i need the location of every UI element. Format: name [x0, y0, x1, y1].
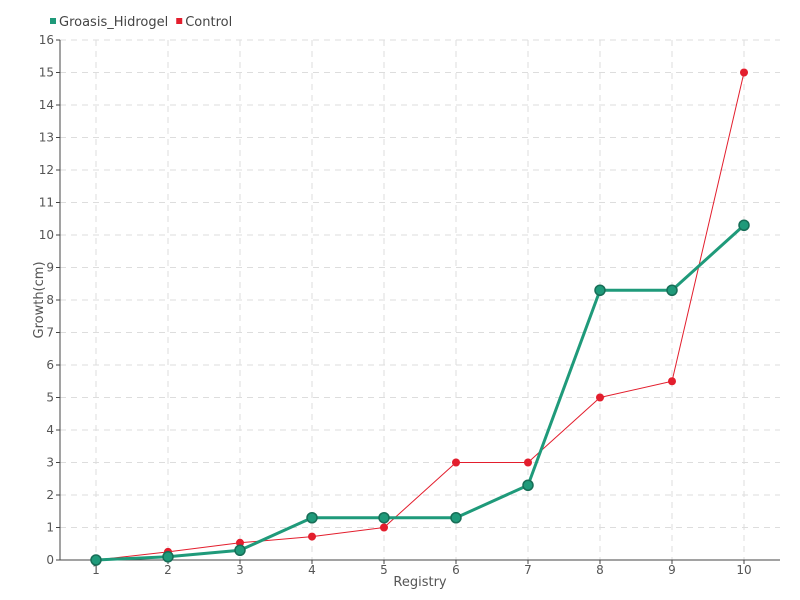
y-tick-label: 11	[39, 196, 54, 210]
y-tick-label: 5	[46, 391, 54, 405]
data-point[interactable]	[522, 479, 534, 491]
data-point[interactable]	[234, 544, 246, 556]
legend-swatch	[176, 18, 183, 24]
x-axis-ticks: 1 2 3 4 5 6 7 8 9 10	[92, 560, 752, 577]
y-tick-label: 10	[39, 228, 54, 242]
data-point[interactable]	[162, 551, 174, 563]
series	[90, 68, 750, 566]
legend: Groasis_Hidrogel Control	[50, 15, 232, 30]
y-tick-label: 8	[46, 293, 54, 307]
grid	[60, 39, 780, 560]
data-point[interactable]	[666, 284, 678, 296]
y-tick-label: 4	[46, 423, 54, 437]
y-tick-label: 12	[39, 163, 54, 177]
data-point[interactable]	[452, 458, 460, 467]
y-tick-label: 2	[46, 488, 54, 502]
series-line-groasis-hidrogel	[95, 224, 746, 562]
y-tick-label: 1	[46, 521, 54, 535]
y-tick-label: 6	[46, 358, 54, 372]
data-point[interactable]	[380, 523, 388, 532]
data-point[interactable]	[306, 512, 318, 524]
data-point[interactable]	[668, 377, 676, 386]
data-point[interactable]	[594, 284, 606, 296]
data-point[interactable]	[90, 554, 102, 566]
data-point[interactable]	[740, 68, 748, 77]
legend-label: Control	[185, 15, 232, 30]
x-tick-label: 3	[236, 563, 244, 577]
y-tick-label: 14	[39, 98, 54, 112]
x-tick-label: 6	[452, 563, 460, 577]
data-point[interactable]	[738, 219, 750, 231]
y-axis-title: Growth(cm)	[32, 261, 47, 338]
y-tick-label: 16	[39, 33, 54, 47]
data-point[interactable]	[236, 538, 244, 547]
x-tick-label: 10	[736, 563, 751, 577]
data-point[interactable]	[378, 512, 390, 524]
x-tick-label: 1	[92, 563, 100, 577]
y-tick-label: 13	[39, 131, 54, 145]
data-point[interactable]	[596, 393, 604, 402]
x-tick-label: 5	[380, 563, 388, 577]
data-point[interactable]	[524, 458, 532, 467]
y-tick-label: 9	[46, 261, 54, 275]
x-axis-title: Registry	[393, 575, 447, 590]
legend-label: Groasis_Hidrogel	[59, 15, 168, 30]
x-tick-label: 7	[524, 563, 532, 577]
x-tick-label: 2	[164, 563, 172, 577]
y-tick-label: 0	[46, 553, 54, 567]
series-line-control	[95, 72, 745, 561]
x-tick-label: 8	[596, 563, 604, 577]
y-tick-label: 3	[46, 456, 54, 470]
data-point[interactable]	[308, 532, 316, 541]
legend-swatch	[50, 18, 56, 24]
x-tick-label: 9	[668, 563, 676, 577]
y-tick-label: 15	[39, 66, 54, 80]
data-point[interactable]	[450, 512, 462, 524]
x-tick-label: 4	[308, 563, 316, 577]
y-tick-label: 7	[46, 326, 54, 340]
